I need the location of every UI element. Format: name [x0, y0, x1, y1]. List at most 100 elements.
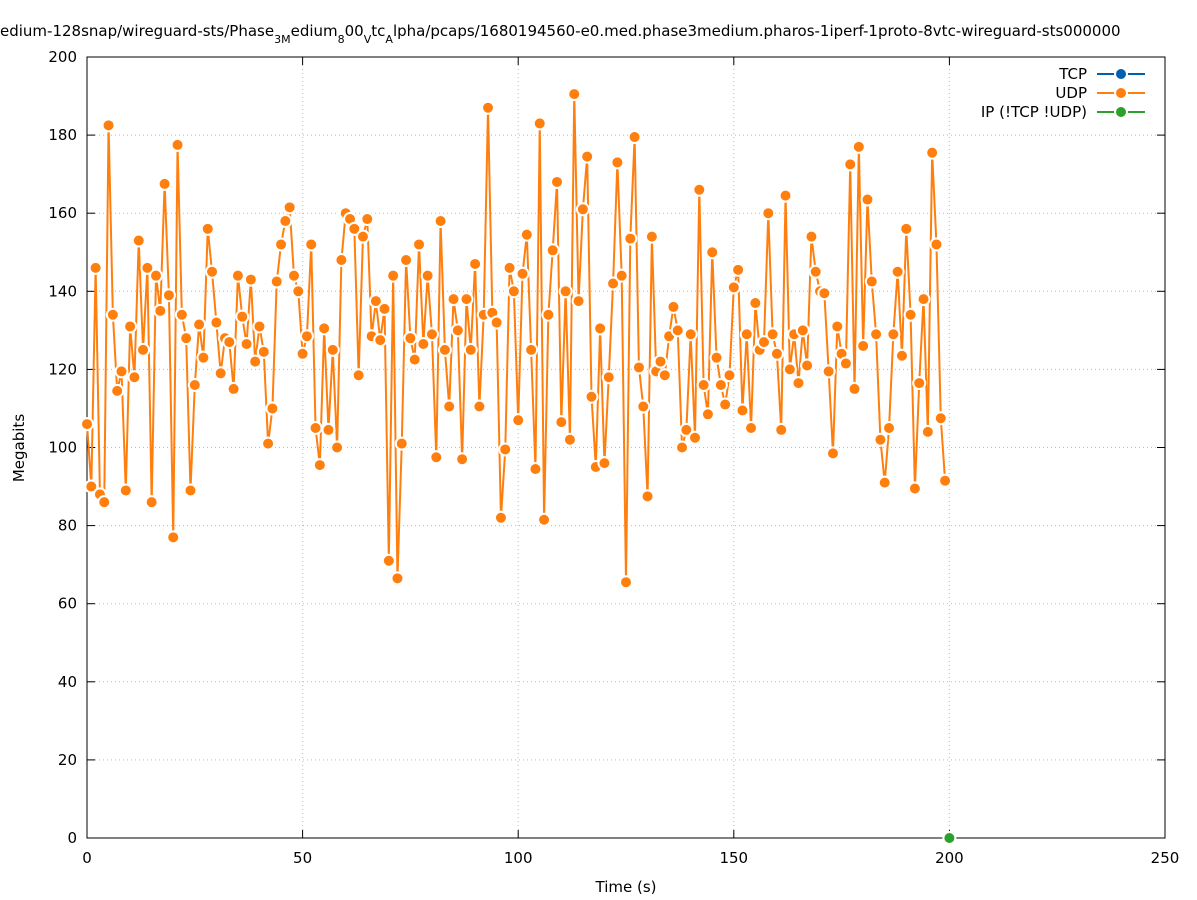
data-point — [308, 420, 323, 435]
data-point — [554, 415, 569, 430]
data-point — [433, 214, 448, 229]
data-point — [933, 411, 948, 426]
data-point — [261, 436, 276, 451]
y-tick-label: 180 — [48, 126, 77, 144]
data-point — [248, 354, 263, 369]
data-point — [493, 510, 508, 525]
chart-title: edium-128snap/wireguard-sts/Phase3Medium… — [0, 22, 1121, 46]
data-point — [541, 307, 556, 322]
data-point — [869, 327, 884, 342]
data-point — [666, 299, 681, 314]
data-point — [800, 358, 815, 373]
data-point — [838, 356, 853, 371]
data-point — [687, 430, 702, 445]
title-part: lpha/pcaps/1680194560-e0.med.phase3mediu… — [393, 22, 1121, 40]
data-point — [532, 116, 547, 131]
data-point — [894, 348, 909, 363]
data-point — [890, 264, 905, 279]
data-point — [614, 268, 629, 283]
data-point — [468, 256, 483, 271]
x-tick-label: 100 — [504, 849, 533, 867]
y-axis-label: Megabits — [10, 414, 28, 482]
data-point — [97, 495, 112, 510]
data-point — [265, 401, 280, 416]
data-point — [873, 432, 888, 447]
data-point — [192, 317, 207, 332]
data-point — [864, 274, 879, 289]
data-point — [187, 378, 202, 393]
data-point — [80, 417, 94, 432]
data-point — [830, 319, 845, 334]
data-point — [153, 303, 168, 318]
data-point — [731, 262, 746, 277]
data-point — [636, 399, 651, 414]
data-point — [123, 319, 138, 334]
data-point — [653, 354, 668, 369]
data-point — [84, 479, 99, 494]
data-point — [847, 381, 862, 396]
data-point — [222, 335, 237, 350]
data-point — [481, 100, 496, 115]
data-point — [735, 403, 750, 418]
data-point — [144, 495, 159, 510]
data-point — [877, 475, 892, 490]
data-point — [446, 292, 461, 307]
data-point — [390, 571, 405, 586]
data-point — [407, 352, 422, 367]
data-point — [304, 237, 319, 252]
data-point — [882, 420, 897, 435]
y-tick-label: 0 — [67, 829, 77, 847]
data-point — [571, 294, 586, 309]
data-point — [420, 268, 435, 283]
data-point — [696, 378, 711, 393]
data-point — [791, 376, 806, 391]
data-point — [174, 307, 189, 322]
data-point — [851, 139, 866, 154]
data-point — [601, 370, 616, 385]
data-point — [403, 331, 418, 346]
x-tick-label: 250 — [1151, 849, 1180, 867]
y-tick-label: 140 — [48, 282, 77, 300]
data-point — [912, 376, 927, 391]
data-point — [317, 321, 332, 336]
data-point — [437, 342, 452, 357]
data-point — [929, 237, 944, 252]
data-point — [761, 206, 776, 221]
y-tick-label: 120 — [48, 360, 77, 378]
data-point — [744, 420, 759, 435]
data-point — [938, 473, 953, 488]
data-point — [739, 327, 754, 342]
data-point — [700, 407, 715, 422]
data-point — [377, 301, 392, 316]
data-point — [88, 260, 103, 275]
data-point — [709, 350, 724, 365]
title-part: V — [364, 33, 372, 46]
data-point — [394, 436, 409, 451]
data-point — [291, 284, 306, 299]
data-point — [558, 284, 573, 299]
plot-border — [86, 56, 1166, 839]
y-tick-label: 80 — [58, 517, 77, 535]
y-tick-label: 160 — [48, 204, 77, 222]
data-point — [765, 327, 780, 342]
data-point — [274, 237, 289, 252]
data-point — [545, 243, 560, 258]
data-point — [278, 214, 293, 229]
data-point — [140, 260, 155, 275]
data-point — [489, 315, 504, 330]
data-point — [670, 323, 685, 338]
data-point — [235, 309, 250, 324]
data-point — [821, 364, 836, 379]
data-point — [575, 202, 590, 217]
data-point — [593, 321, 608, 336]
data-point — [252, 319, 267, 334]
data-point — [170, 137, 185, 152]
data-point — [416, 337, 431, 352]
data-point — [506, 284, 521, 299]
title-part: A — [385, 33, 393, 46]
data-point — [166, 530, 181, 545]
series-line — [86, 94, 947, 583]
data-point — [351, 368, 366, 383]
data-point — [312, 458, 327, 473]
